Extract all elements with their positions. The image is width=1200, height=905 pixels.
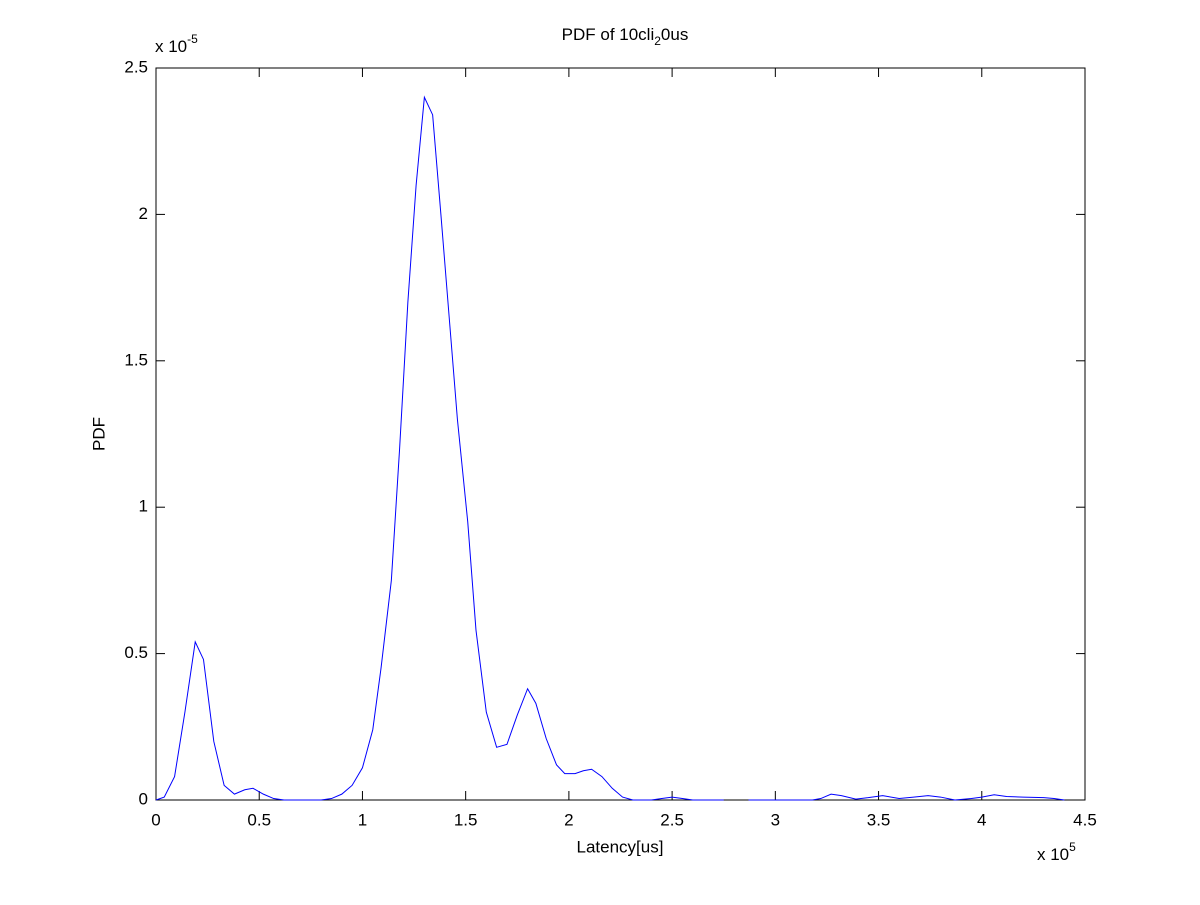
title-main: PDF of 10cli xyxy=(562,25,655,44)
x-tick-label: 2 xyxy=(564,810,573,829)
y-multiplier-exponent: -5 xyxy=(187,32,198,46)
data-line xyxy=(748,793,1065,801)
x-tick-label: 3 xyxy=(771,810,780,829)
x-tick-label: 0 xyxy=(151,810,160,829)
y-tick-label: 2.5 xyxy=(124,57,148,76)
y-tick-label: 1.5 xyxy=(124,350,148,369)
x-tick-label: 1.5 xyxy=(454,810,478,829)
plot-box xyxy=(155,67,1086,801)
title-suffix: 0us xyxy=(661,25,688,44)
chart-title: PDF of 10cli20us xyxy=(562,25,689,48)
y-multiplier-base: x 10 xyxy=(155,37,187,56)
x-tick-label: 3.5 xyxy=(867,810,891,829)
title-subscript: 2 xyxy=(654,34,661,48)
y-axis-label: PDF xyxy=(89,417,108,451)
y-tick-label: 0 xyxy=(139,789,148,808)
x-multiplier: x 105 xyxy=(1037,840,1076,864)
x-tick-label: 4 xyxy=(977,810,986,829)
y-multiplier: x 10-5 xyxy=(155,32,198,56)
y-tick-label: 2 xyxy=(139,204,148,223)
x-tick-label: 4.5 xyxy=(1073,810,1097,829)
x-tick-label: 0.5 xyxy=(247,810,271,829)
x-tick-label: 1 xyxy=(358,810,367,829)
x-multiplier-exponent: 5 xyxy=(1069,840,1076,854)
x-multiplier-base: x 10 xyxy=(1037,845,1069,864)
data-line xyxy=(155,95,724,801)
y-tick-label: 0.5 xyxy=(124,643,148,662)
x-tick-label: 2.5 xyxy=(660,810,684,829)
y-tick-label: 1 xyxy=(139,497,148,516)
x-axis-label: Latency[us] xyxy=(577,837,664,856)
